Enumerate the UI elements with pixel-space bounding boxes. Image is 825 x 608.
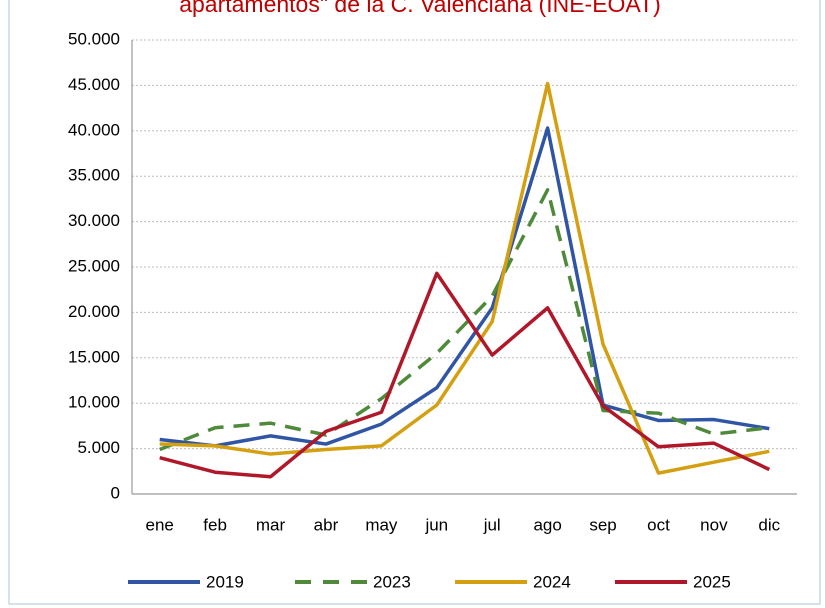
x-tick-label: feb — [203, 515, 227, 534]
series-line — [159, 81, 770, 475]
x-tick-label: oct — [647, 515, 670, 534]
x-tick-label: ene — [146, 515, 174, 534]
x-tick-label: ago — [533, 515, 561, 534]
x-tick-label: jul — [483, 515, 501, 534]
frame — [8, 0, 821, 605]
series-line — [159, 126, 770, 448]
x-tick-label: nov — [700, 515, 728, 534]
y-tick-label: 15.000 — [68, 347, 120, 366]
y-tick-label: 0 — [111, 483, 120, 502]
legend-label: 2025 — [693, 572, 731, 591]
y-tick-label: 25.000 — [68, 256, 120, 275]
x-tick-label: dic — [758, 515, 780, 534]
x-tick-label: may — [365, 515, 398, 534]
y-tick-label: 30.000 — [68, 211, 120, 230]
chart-title: apartamentos" de la C. Valenciana (INE-E… — [179, 0, 661, 17]
y-tick-label: 45.000 — [68, 75, 120, 94]
x-tick-label: mar — [256, 515, 286, 534]
x-tick-label: sep — [589, 515, 616, 534]
legend-label: 2024 — [533, 572, 571, 591]
series-line — [159, 271, 771, 479]
legend-label: 2019 — [206, 572, 244, 591]
x-tick-label: abr — [314, 515, 339, 534]
y-tick-label: 20.000 — [68, 302, 120, 321]
x-tick-label: jun — [424, 515, 448, 534]
y-tick-label: 50.000 — [68, 29, 120, 48]
y-tick-label: 40.000 — [68, 120, 120, 139]
y-tick-label: 35.000 — [68, 166, 120, 185]
y-tick-label: 5.000 — [77, 438, 120, 457]
legend-label: 2023 — [373, 572, 411, 591]
series-line — [159, 188, 770, 452]
y-tick-label: 10.000 — [68, 393, 120, 412]
